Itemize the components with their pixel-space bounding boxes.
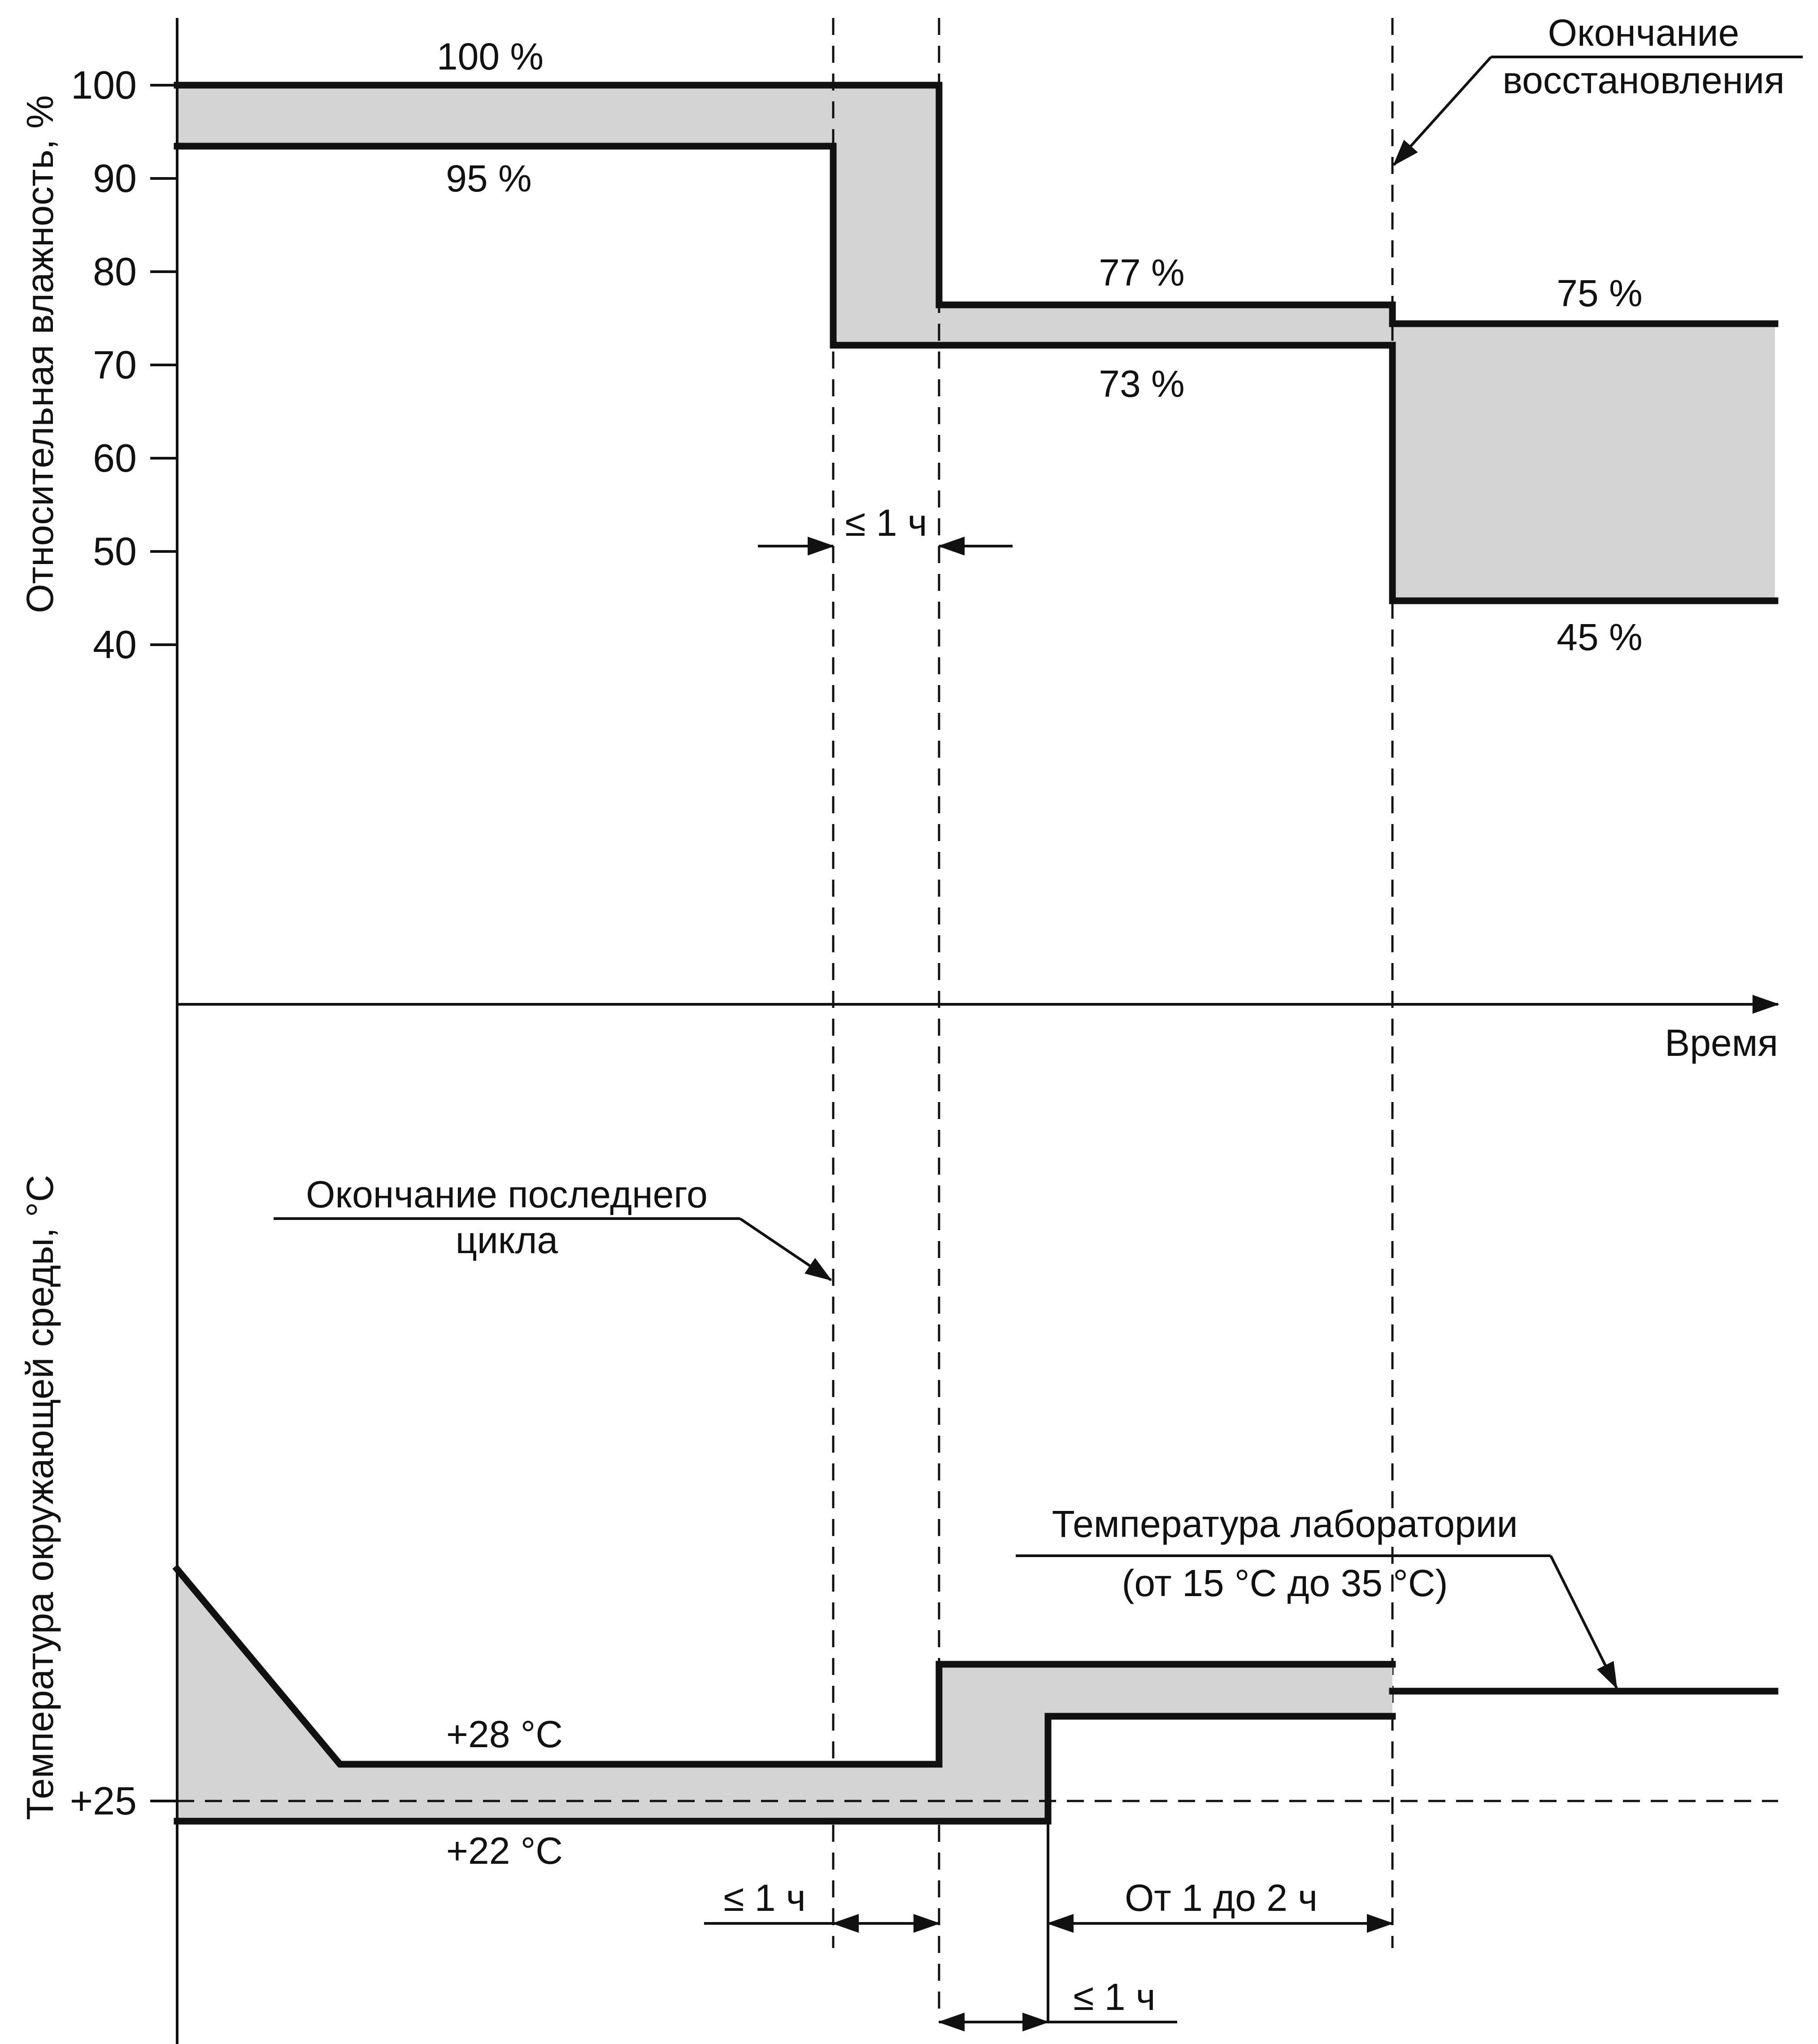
humidity-upper-limit [174, 82, 1779, 327]
tick-label-70: 70 [93, 343, 137, 387]
lab-temperature-label-line2: (от 15 °С до 35 °С) [1122, 1562, 1448, 1604]
humidity-label-73: 73 % [1099, 363, 1184, 405]
humidity-stage-duration: ≤ 1 ч [758, 502, 1013, 555]
temperature-label-28: +28 °С [446, 1713, 563, 1755]
temperature-panel: +25 Температура окружающей среды, °С +28… [19, 1004, 1779, 2044]
tick-label-90: 90 [93, 156, 137, 200]
humidity-label-95: 95 % [446, 157, 531, 200]
temperature-tolerance-band [177, 1569, 1392, 1821]
temperature-duration-first: ≤ 1 ч [704, 1877, 940, 1933]
temperature-duration-recovery: От 1 до 2 ч [1047, 1821, 1394, 2022]
temperature-lower-limit [174, 1713, 1396, 1825]
temperature-upper-limit [172, 1564, 1396, 1768]
tick-label-100: 100 [71, 63, 137, 107]
humidity-label-45: 45 % [1557, 616, 1642, 658]
temperature-duration-second-label: ≤ 1 ч [1073, 1976, 1155, 2018]
temperature-axis-label: Температура окружающей среды, °С [19, 1175, 61, 1820]
time-markers [832, 18, 1394, 2009]
tick-label-40: 40 [93, 622, 137, 667]
lab-temperature-label-line1: Температура лаборатории [1052, 1503, 1518, 1545]
humidity-axis-label: Относительная влажность, % [19, 95, 61, 613]
last-cycle-end-callout: Окончание последнего цикла [274, 1173, 832, 1281]
tick-label-50: 50 [93, 529, 137, 573]
humidity-tick-marks [150, 84, 177, 646]
temperature-duration-second: ≤ 1 ч [938, 1976, 1177, 2031]
recovery-end-label-line2: восстановления [1503, 59, 1785, 101]
time-axis-label: Время [1665, 1022, 1778, 1064]
last-cycle-end-label-line1: Окончание последнего [306, 1173, 708, 1215]
humidity-label-100: 100 % [437, 35, 544, 78]
humidity-duration-label: ≤ 1 ч [845, 502, 927, 544]
recovery-end-label-line1: Окончание [1548, 12, 1740, 54]
temperature-tick-label-25: +25 [70, 1779, 137, 1823]
humidity-label-75: 75 % [1557, 272, 1642, 314]
tick-label-60: 60 [93, 436, 137, 480]
recovery-end-callout: Окончание восстановления [1392, 12, 1803, 166]
temperature-duration-first-label: ≤ 1 ч [723, 1877, 805, 1919]
humidity-label-77: 77 % [1099, 252, 1184, 294]
humidity-panel: 100 90 80 70 60 50 40 Относительная влаж… [19, 12, 1803, 1004]
temperature-duration-recovery-label: От 1 до 2 ч [1125, 1877, 1318, 1919]
temperature-label-22: +22 °С [446, 1830, 563, 1872]
last-cycle-end-label-line2: цикла [456, 1219, 558, 1261]
humidity-tick-labels: 100 90 80 70 60 50 40 [71, 63, 137, 667]
laboratory-temperature-callout: Температура лаборатории (от 15 °С до 35 … [1016, 1503, 1618, 1689]
tick-label-80: 80 [93, 249, 137, 294]
humidity-lower-limit [174, 143, 1779, 604]
time-axis: Время [177, 995, 1779, 1064]
